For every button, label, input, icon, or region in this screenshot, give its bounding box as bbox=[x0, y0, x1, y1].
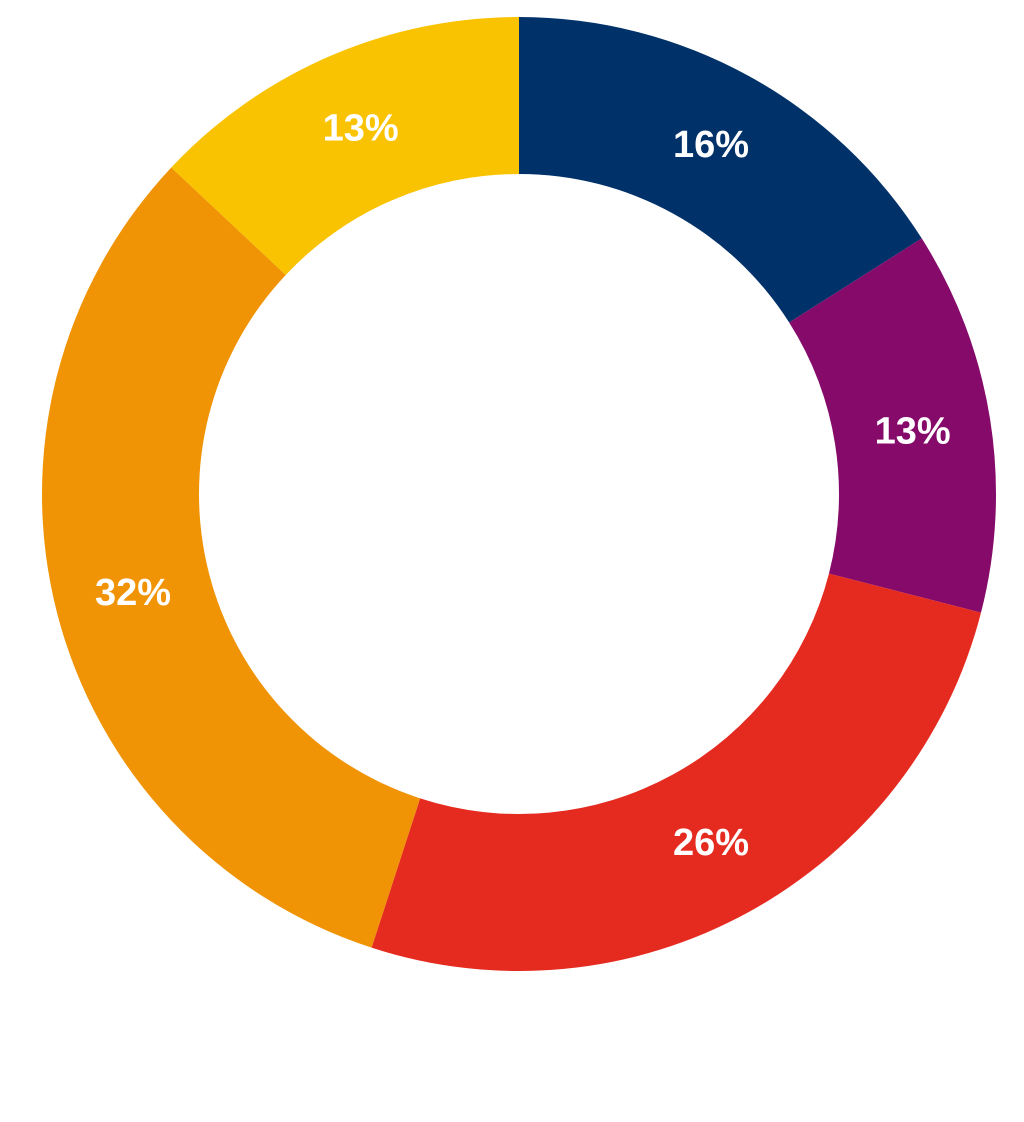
donut-slice-4 bbox=[41, 167, 421, 948]
slice-label-3: 26% bbox=[673, 822, 749, 864]
slice-label-1: 16% bbox=[673, 124, 749, 166]
slice-label-2: 13% bbox=[875, 411, 951, 453]
slice-label-5: 13% bbox=[323, 107, 399, 149]
slices-group bbox=[41, 17, 996, 971]
donut-slice-3 bbox=[371, 573, 982, 971]
labels-group: 16% 13% 26% 32% 13% bbox=[95, 107, 951, 864]
donut-slice-5 bbox=[171, 17, 519, 275]
slice-label-4: 32% bbox=[95, 572, 171, 614]
donut-slice-1 bbox=[519, 17, 922, 323]
donut-slice-2 bbox=[789, 238, 996, 613]
